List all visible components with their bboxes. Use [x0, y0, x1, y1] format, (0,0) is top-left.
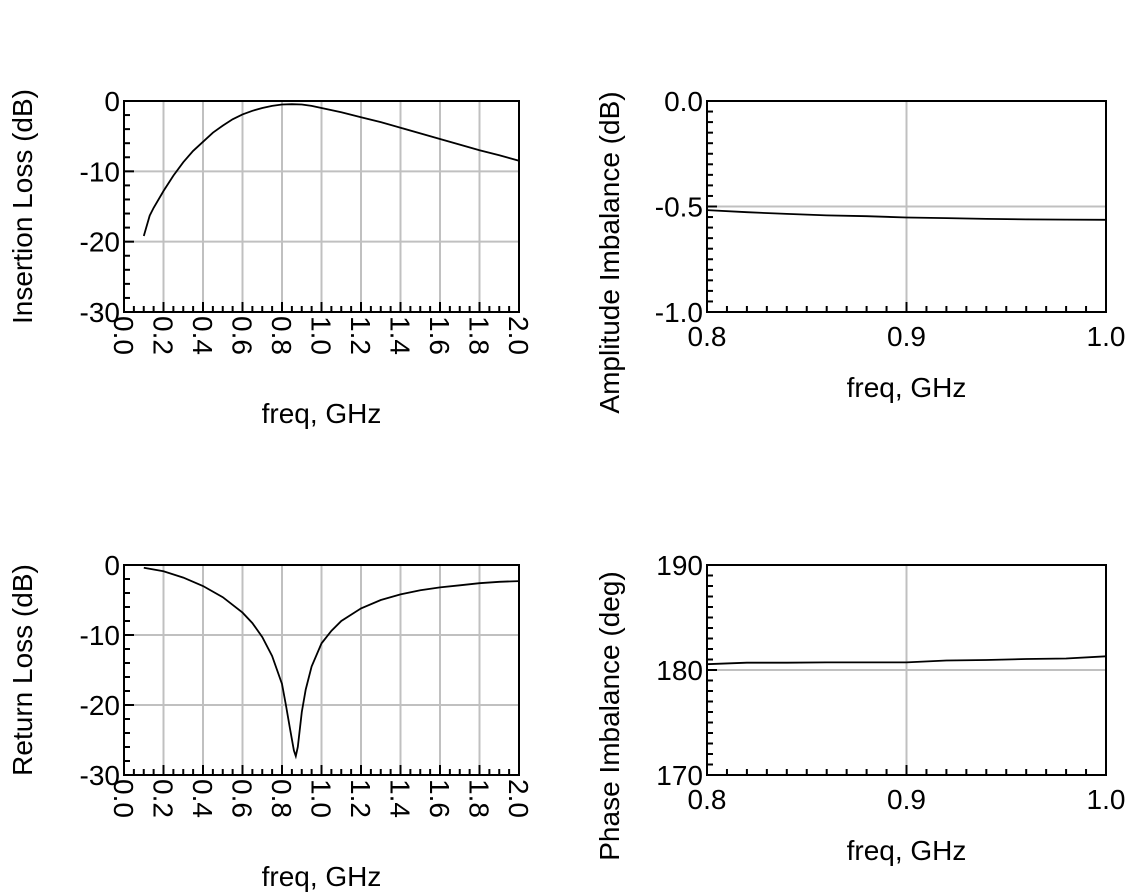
x-tick-label: 0.8: [266, 779, 297, 818]
x-axis-label: freq, GHz: [847, 835, 967, 866]
plot-frame: [706, 100, 1107, 313]
x-tick-label: 0.6: [227, 316, 258, 355]
y-tick-label: -0.5: [655, 192, 703, 223]
y-axis-label: Insertion Loss (dB): [7, 89, 38, 324]
x-tick-label: 1.8: [464, 316, 495, 355]
x-tick-label: 0.8: [688, 321, 727, 352]
plot-frame: [706, 564, 1107, 776]
x-tick-label: 1.8: [464, 779, 495, 818]
x-tick-label: 1.6: [424, 316, 455, 355]
x-tick-label: 1.6: [424, 779, 455, 818]
y-axis-label: Amplitude Imbalance (dB): [594, 91, 625, 413]
y-tick-label: -30: [80, 760, 120, 791]
y-tick-label: -10: [80, 156, 120, 187]
x-tick-label: 1.4: [385, 316, 416, 355]
x-axis-label: freq, GHz: [847, 372, 967, 403]
x-tick-label: 2.0: [503, 779, 534, 818]
x-tick-label: 1.0: [1087, 321, 1126, 352]
x-tick-label: 0.8: [688, 784, 727, 815]
x-tick-label: 0.2: [148, 779, 179, 818]
y-tick-label: -30: [80, 297, 120, 328]
y-tick-label: -20: [80, 690, 120, 721]
x-tick-label: 0.0: [108, 316, 139, 355]
y-tick-label: -20: [80, 227, 120, 258]
x-tick-label: 0.8: [266, 316, 297, 355]
x-tick-label: 0.0: [108, 779, 139, 818]
amplitude-imbalance-chart: 0.0 -0.5 -1.00.8 0.9 1.0 freq, GHz Amplitude I…: [594, 86, 1125, 414]
y-tick-label: 0: [104, 550, 120, 581]
x-tick-label: 1.2: [345, 779, 376, 818]
x-axis-label: freq, GHz: [262, 861, 382, 892]
x-tick-label: 1.0: [306, 316, 337, 355]
x-tick-label: 1.2: [345, 316, 376, 355]
y-tick-label: -1.0: [655, 297, 703, 328]
phase-imbalance-series-line: [706, 655, 1107, 666]
y-tick-label: 190: [656, 550, 703, 581]
x-tick-label: 0.9: [887, 784, 926, 815]
y-tick-label: 0.0: [664, 86, 703, 117]
x-tick-label: 1.4: [385, 779, 416, 818]
return-loss-series-line: [143, 566, 520, 760]
y-axis-label: Phase Imbalance (deg): [594, 571, 625, 861]
y-tick-label: 170: [656, 760, 703, 791]
x-tick-label: 1.0: [1087, 784, 1126, 815]
x-tick-label: 0.4: [187, 779, 218, 818]
y-tick-label: -10: [80, 620, 120, 651]
plot-frame: [123, 564, 520, 776]
x-tick-label: 0.9: [887, 321, 926, 352]
x-tick-label: 2.0: [503, 316, 534, 355]
x-tick-label: 0.2: [148, 316, 179, 355]
y-tick-label: 0: [104, 86, 120, 117]
y-tick-label: 180: [656, 655, 703, 686]
x-axis-label: freq, GHz: [262, 398, 382, 429]
amplitude-imbalance-series-line: [706, 209, 1107, 221]
insertion-loss-series-line: [142, 103, 520, 237]
x-tick-label: 0.6: [227, 779, 258, 818]
x-tick-label: 0.4: [187, 316, 218, 355]
insertion-loss-chart: 0 -10 -20 -300.0 0.2 0.4 0.6 0.8 1.0 1.2 1.4 1.6 1.8…: [7, 86, 534, 429]
x-tick-label: 1.0: [306, 779, 337, 818]
return-loss-chart: 0 -10 -20 -300.0 0.2 0.4 0.6 0.8 1.0 1.2 1.4 1.6 1.8…: [7, 550, 534, 892]
y-axis-label: Return Loss (dB): [7, 564, 38, 776]
plot-frame: [123, 100, 520, 313]
